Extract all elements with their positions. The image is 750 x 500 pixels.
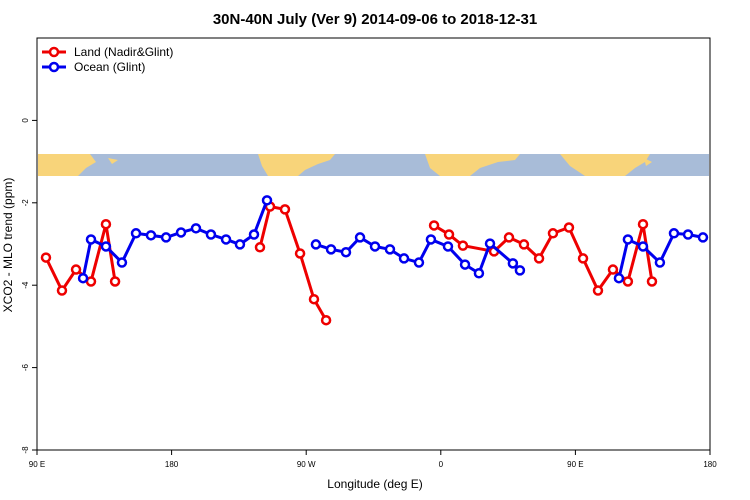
- x-tick-label: 90 W: [297, 460, 316, 469]
- data-point: [40, 252, 52, 263]
- y-tick-label: -4: [21, 281, 30, 289]
- data-point: [442, 241, 454, 252]
- y-tick-label: 0: [21, 118, 30, 123]
- data-point: [592, 285, 604, 296]
- data-point: [190, 223, 202, 234]
- x-axis-label: Longitude (deg E): [327, 477, 422, 491]
- data-point: [682, 229, 694, 240]
- data-point: [613, 272, 625, 284]
- x-tick-label: 90 E: [567, 460, 583, 469]
- legend: Land (Nadir&Glint)Ocean (Glint): [42, 45, 173, 74]
- y-tick-label: -6: [21, 363, 30, 371]
- data-point: [563, 222, 575, 233]
- data-point: [175, 227, 187, 238]
- y-tick-label: -2: [21, 199, 30, 207]
- chart-title: 30N-40N July (Ver 9) 2014-09-06 to 2018-…: [213, 11, 537, 28]
- series-line: [44, 204, 654, 321]
- data-point: [457, 240, 469, 251]
- legend-label: Ocean (Glint): [74, 60, 145, 74]
- data-point: [637, 218, 649, 230]
- legend-marker: [48, 46, 60, 58]
- data-point: [577, 253, 589, 264]
- data-point: [310, 239, 322, 250]
- data-point: [622, 276, 634, 287]
- data-point: [654, 257, 666, 268]
- data-point: [116, 257, 128, 268]
- data-point: [77, 272, 89, 284]
- legend-marker: [48, 61, 60, 73]
- data-point: [428, 220, 440, 231]
- data-point: [340, 246, 352, 258]
- data-point: [459, 259, 471, 270]
- x-tick-label: 180: [165, 460, 179, 469]
- data-point: [668, 228, 680, 239]
- data-point: [443, 229, 455, 240]
- data-point: [425, 234, 437, 245]
- data-point: [145, 230, 157, 241]
- data-point: [85, 234, 97, 245]
- data-point: [100, 241, 112, 252]
- data-point: [248, 229, 260, 240]
- legend-label: Land (Nadir&Glint): [74, 45, 173, 59]
- data-point: [130, 228, 142, 239]
- data-point: [109, 276, 121, 287]
- data-point: [294, 248, 306, 259]
- data-point: [261, 195, 273, 206]
- data-point: [507, 258, 519, 269]
- plot-frame: [36, 37, 711, 451]
- data-point: [56, 285, 68, 296]
- data-point: [622, 234, 634, 245]
- data-point: [160, 232, 172, 243]
- data-point: [205, 229, 217, 240]
- data-point: [279, 204, 291, 215]
- data-point: [254, 242, 266, 253]
- map-strip: [38, 154, 709, 176]
- data-point: [484, 238, 496, 249]
- data-point: [369, 241, 381, 252]
- data-point: [533, 253, 545, 264]
- data-point: [518, 239, 530, 250]
- data-point: [473, 268, 485, 279]
- data-point: [354, 232, 366, 243]
- data-point: [697, 232, 709, 243]
- y-axis-label: XCO2 - MLO trend (ppm): [1, 178, 15, 313]
- data-point: [100, 218, 112, 230]
- data-point: [234, 239, 246, 250]
- data-point: [637, 241, 649, 252]
- data-point: [220, 234, 232, 245]
- data-point: [607, 264, 619, 275]
- data-point: [503, 232, 515, 243]
- data-point: [398, 253, 410, 264]
- data-point: [547, 228, 559, 239]
- data-point: [70, 264, 82, 275]
- data-point: [308, 293, 320, 305]
- data-point: [514, 265, 526, 276]
- x-tick-label: 180: [703, 460, 717, 469]
- x-tick-label: 0: [439, 460, 444, 469]
- data-point: [384, 244, 396, 255]
- data-point: [320, 314, 332, 326]
- data-point: [325, 244, 337, 255]
- data-point: [413, 257, 425, 268]
- x-tick-label: 90 E: [29, 460, 45, 469]
- data-point: [646, 276, 658, 287]
- y-tick-label: -8: [21, 446, 30, 454]
